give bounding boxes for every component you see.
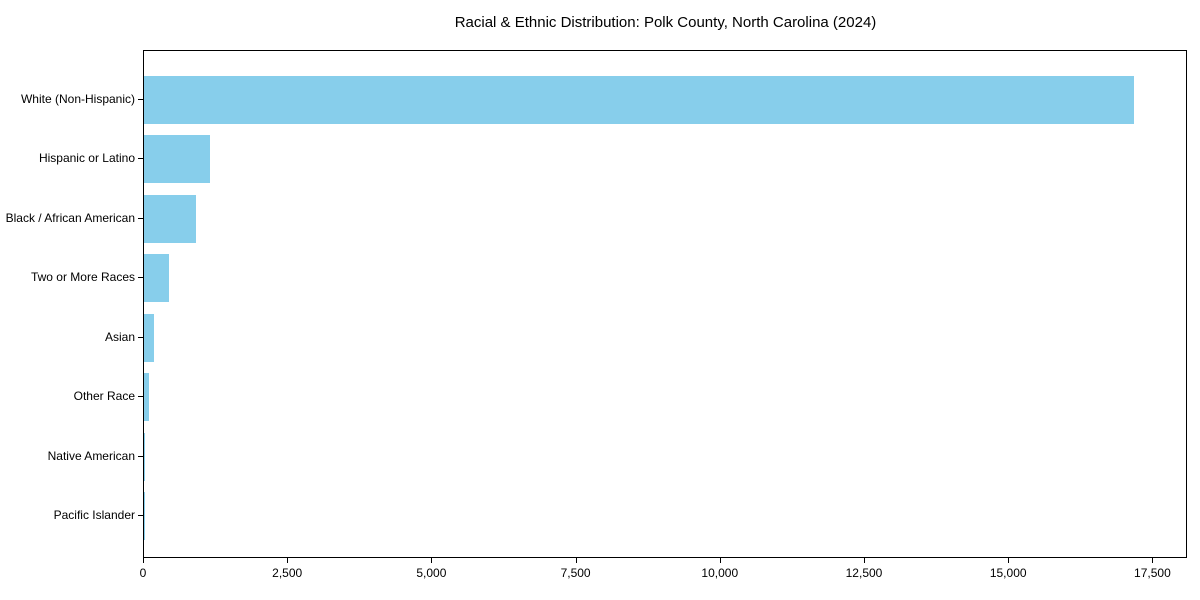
x-tick-label: 15,000 xyxy=(989,566,1027,580)
x-tick-mark xyxy=(1152,558,1154,563)
y-tick-mark xyxy=(138,277,143,278)
y-tick-mark xyxy=(138,98,143,100)
y-tick-mark xyxy=(138,158,143,159)
x-tick-label: 0 xyxy=(139,566,147,580)
x-tick-mark xyxy=(431,558,433,563)
plot-area xyxy=(143,50,1187,558)
y-axis-label: Hispanic or Latino xyxy=(38,151,135,165)
y-axis-label: Pacific Islander xyxy=(53,508,135,522)
x-tick-mark xyxy=(575,558,577,563)
bar xyxy=(144,194,196,243)
x-tick-mark xyxy=(719,558,721,563)
y-tick-mark xyxy=(138,396,143,397)
x-tick-mark xyxy=(287,558,289,563)
x-tick-label: 5,000 xyxy=(416,566,447,580)
chart-title: Racial & Ethnic Distribution: Polk Count… xyxy=(454,14,877,31)
y-tick-mark xyxy=(138,515,143,516)
bar xyxy=(144,135,211,183)
bar xyxy=(144,432,146,481)
y-axis-label: Two or More Races xyxy=(30,270,135,284)
x-tick-label: 12,500 xyxy=(845,566,883,580)
bar xyxy=(144,373,149,421)
y-axis-label: Other Race xyxy=(73,389,135,403)
y-tick-mark xyxy=(138,455,143,457)
x-tick-label: 2,500 xyxy=(272,566,303,580)
bar xyxy=(144,313,154,362)
bar xyxy=(144,75,1135,124)
y-tick-mark xyxy=(138,217,143,219)
x-tick-mark xyxy=(863,558,865,563)
y-axis-label: Black / African American xyxy=(5,210,135,225)
x-tick-label: 10,000 xyxy=(701,566,739,580)
x-tick-label: 7,500 xyxy=(560,566,591,580)
y-axis-label: White (Non-Hispanic) xyxy=(20,91,135,106)
y-tick-mark xyxy=(138,336,143,338)
y-axis-label: Asian xyxy=(104,329,135,344)
bar xyxy=(144,254,170,302)
x-tick-mark xyxy=(143,558,144,563)
y-axis-label: Native American xyxy=(47,448,135,463)
x-tick-label: 17,500 xyxy=(1134,566,1171,580)
x-tick-mark xyxy=(1008,558,1010,563)
